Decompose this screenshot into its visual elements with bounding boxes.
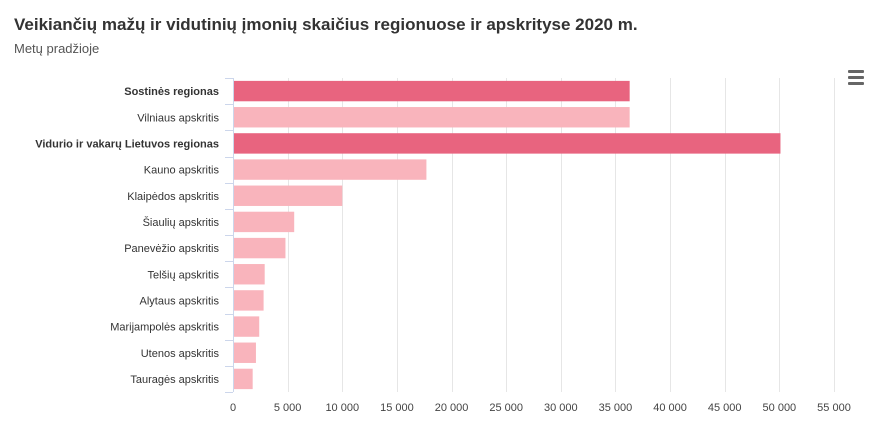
category-label: Kauno apskritis — [144, 165, 220, 177]
bar[interactable] — [234, 211, 295, 233]
category-label: Marijampolės apskritis — [110, 322, 219, 334]
category-label: Sostinės regionas — [124, 86, 219, 98]
x-tick-label: 0 — [230, 402, 236, 414]
x-axis-ticks: 0 5 000 10 000 15 000 20 000 25 000 30 000 35 0… — [230, 402, 851, 414]
x-tick-label: 25 000 — [489, 402, 523, 414]
category-label: Utenos apskritis — [141, 348, 220, 360]
category-label: Klaipėdos apskritis — [127, 191, 219, 203]
x-tick-label: 15 000 — [380, 402, 414, 414]
bar[interactable] — [234, 185, 343, 206]
bar[interactable] — [234, 342, 256, 363]
category-label: Alytaus apskritis — [140, 295, 220, 307]
category-label: Vilniaus apskritis — [137, 112, 219, 124]
x-tick-label: 35 000 — [599, 402, 633, 414]
category-label: Tauragės apskritis — [130, 374, 219, 386]
x-tick-label: 55 000 — [817, 402, 851, 414]
x-tick-label: 20 000 — [435, 402, 469, 414]
x-tick-label: 40 000 — [653, 402, 687, 414]
chart-subtitle: Metų pradžioje — [14, 41, 100, 56]
hamburger-icon[interactable] — [846, 70, 866, 88]
x-tick-label: 45 000 — [708, 402, 742, 414]
bar[interactable] — [234, 368, 253, 390]
category-labels: Sostinės regionas Vilniaus apskritis Vidur… — [35, 86, 219, 386]
category-label: Panevėžio apskritis — [124, 243, 219, 255]
x-tick-label: 10 000 — [325, 402, 359, 414]
bar[interactable] — [234, 264, 265, 285]
category-label: Telšių apskritis — [147, 269, 219, 281]
bar[interactable] — [234, 133, 781, 154]
bar[interactable] — [234, 107, 630, 128]
x-tick-label: 5 000 — [274, 402, 302, 414]
category-label: Vidurio ir vakarų Lietuvos regionas — [35, 138, 219, 150]
category-label: Šiaulių apskritis — [143, 216, 220, 229]
bars — [234, 80, 781, 390]
chart-title: Veikiančių mažų ir vidutinių įmonių skai… — [14, 15, 638, 34]
bar[interactable] — [234, 316, 260, 337]
grid-lines — [225, 78, 835, 393]
bar[interactable] — [234, 290, 264, 311]
bar[interactable] — [234, 159, 427, 180]
bar[interactable] — [234, 237, 286, 259]
bar[interactable] — [234, 80, 630, 102]
x-tick-label: 30 000 — [544, 402, 578, 414]
x-tick-label: 50 000 — [763, 402, 797, 414]
